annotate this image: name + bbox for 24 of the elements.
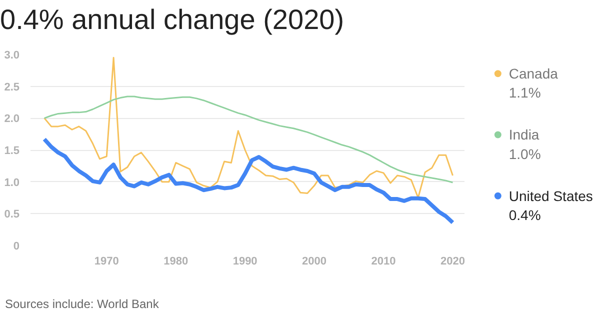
x-tick-label: 2020 (440, 256, 465, 268)
chart-title: 0.4% annual change (2020) (0, 3, 344, 37)
legend-label: United States (508, 188, 593, 204)
x-tick-label: 1970 (94, 256, 119, 268)
x-tick-label: 2000 (302, 256, 327, 268)
line-series (42, 137, 455, 225)
x-tick-label: 1980 (164, 256, 188, 268)
text: 1.1% (508, 84, 541, 101)
legend-label: Canada (508, 66, 558, 82)
text: 0.4% (508, 206, 541, 223)
y-tick-label: 3.0 (4, 50, 20, 62)
legend-label: India (508, 126, 540, 143)
y-tick-label: 0.5 (4, 208, 20, 221)
x-tick-label: 1990 (232, 256, 258, 268)
line-series (44, 56, 454, 198)
y-tick-label: 2.0 (4, 113, 20, 126)
x-tick-label: 2010 (371, 256, 396, 268)
y-tick-label: 1.5 (4, 145, 20, 157)
text: 1.0% (508, 146, 541, 162)
source-note: Sources include: World Bank (5, 296, 159, 313)
y-tick-label: 2.5 (4, 81, 20, 94)
line-series (44, 96, 454, 184)
y-tick-label: 0 (13, 240, 20, 252)
y-tick-label: 1.0 (4, 176, 20, 189)
